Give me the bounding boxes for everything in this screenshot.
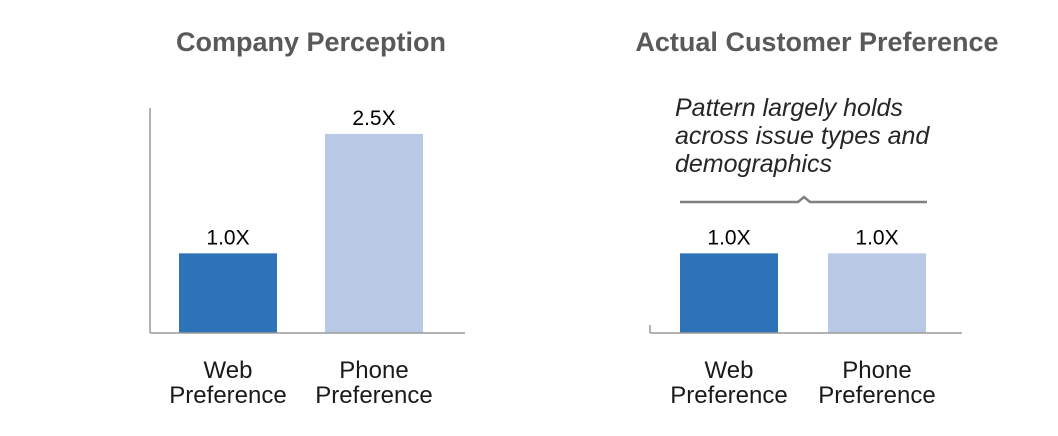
category-label: Preference (818, 382, 935, 409)
bar (179, 253, 277, 333)
chart-panel-2: Actual Customer Preference1.0XWebPrefere… (635, 27, 998, 409)
category-label: Preference (169, 382, 286, 409)
bar (325, 133, 423, 333)
annotation-text: across issue types and (675, 122, 930, 150)
category-label: Preference (315, 382, 432, 409)
data-label: 1.0X (855, 226, 898, 249)
annotation-text: demographics (675, 150, 832, 178)
category-label: Web (204, 357, 253, 384)
data-label: 1.0X (206, 226, 249, 249)
category-label: Web (705, 357, 754, 384)
category-label: Phone (339, 357, 408, 384)
annotation-bracket (680, 195, 927, 204)
category-label: Phone (842, 357, 911, 384)
data-label: 1.0X (707, 226, 750, 249)
bar (680, 253, 778, 333)
bar (828, 253, 926, 333)
chart-title: Actual Customer Preference (635, 27, 998, 57)
category-label: Preference (670, 382, 787, 409)
chart-title: Company Perception (176, 27, 446, 57)
chart-panel-1: Company Perception1.0XWebPreference2.5XP… (149, 27, 465, 409)
data-label: 2.5X (352, 107, 395, 130)
annotation-text: Pattern largely holds (675, 94, 903, 122)
